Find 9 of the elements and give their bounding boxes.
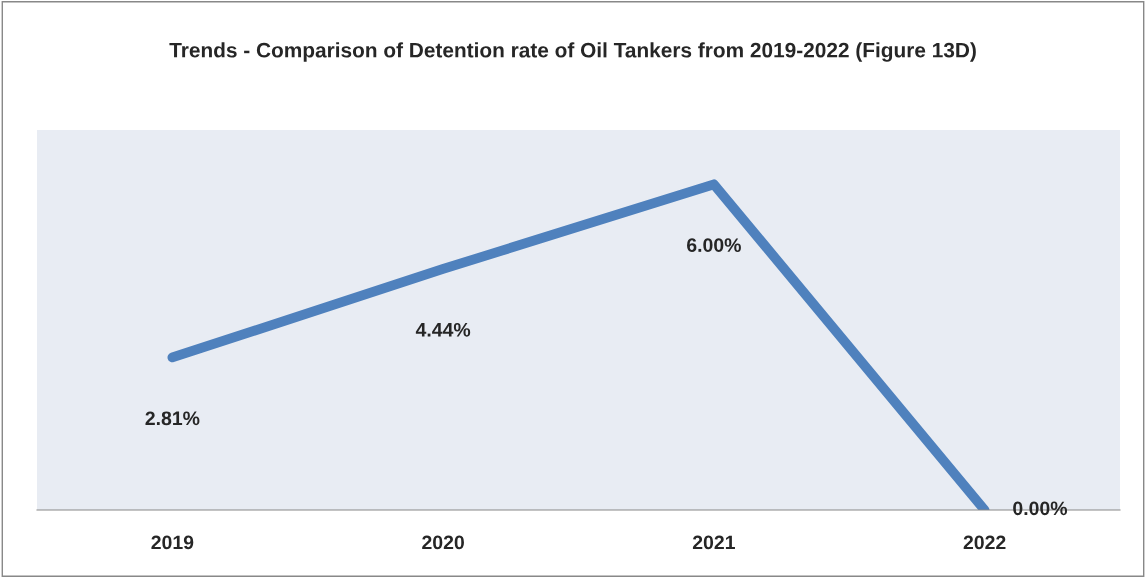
x-tick-label: 2021	[692, 535, 735, 550]
data-label: 0.00%	[1013, 501, 1068, 516]
x-tick-label: 2020	[422, 535, 464, 550]
data-label: 2.81%	[145, 411, 200, 426]
x-tick-label: 2022	[963, 535, 1006, 550]
data-label: 6.00%	[687, 238, 741, 253]
data-label: 4.44%	[415, 322, 471, 337]
x-tick-label: 2019	[151, 535, 194, 550]
chart-title: Trends - Comparison of Detention rate of Oil Tankers from 2019-2022 (Figure 13D)	[169, 42, 976, 62]
